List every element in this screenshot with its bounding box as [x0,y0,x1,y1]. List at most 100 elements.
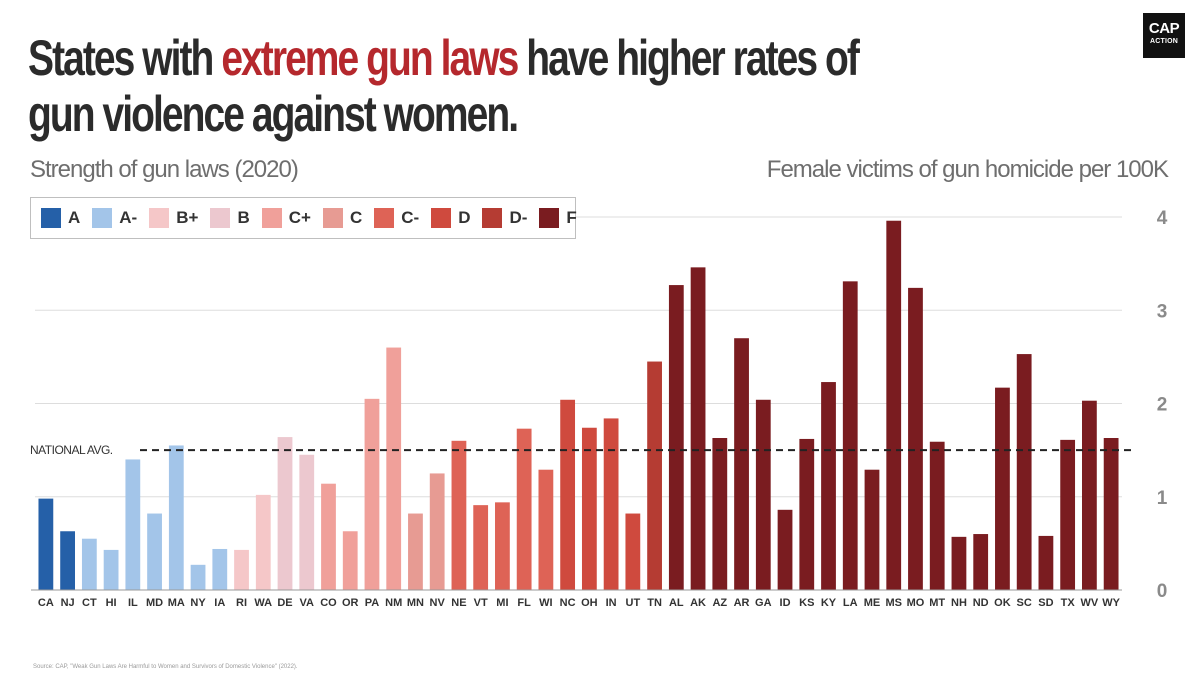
title-highlight: extreme gun laws [221,30,519,86]
legend-item: C [322,208,363,228]
legend-swatch [210,208,231,228]
bar [429,473,445,590]
bar [1060,439,1076,590]
y-tick-label: 0 [1157,581,1168,602]
legend-label: D [458,208,471,227]
x-tick-label: TN [647,597,662,609]
x-tick-label: NY [190,597,206,609]
source-note: Source: CAP, "Weak Gun Laws Are Harmful … [33,664,298,670]
x-tick-label: MI [496,597,508,609]
x-tick-label: CA [38,597,54,609]
logo-line-1: CAP [1148,20,1180,37]
legend-item: A- [92,208,137,228]
x-tick-label: KS [799,597,814,609]
bar [951,536,967,590]
bar [495,502,510,590]
y-tick-label: 2 [1157,395,1168,416]
legend-swatch [431,208,452,228]
x-tick-label: DE [277,597,292,609]
x-tick-label: MO [907,597,925,609]
legend-item: D- [482,208,527,228]
y-tick-label: 4 [1157,208,1168,229]
bar [277,437,293,590]
bar [299,454,315,590]
x-tick-label: OR [342,597,359,609]
legend-item: B [210,208,250,228]
legend-swatch [41,208,61,228]
legend-swatch [482,208,503,228]
chart-title: States with extreme gun laws have higher… [28,30,870,142]
x-tick-label: NH [951,597,967,609]
bar [103,549,119,590]
x-tick-label: NJ [61,597,75,609]
x-tick-label: MD [146,597,163,609]
bar [690,267,706,590]
bar [1038,535,1054,590]
x-tick-label: UT [626,597,641,609]
bar [712,438,728,590]
y-tick-label: 3 [1157,301,1168,322]
bar [147,513,162,590]
legend: A A- B+ B C+ C C- D D- F [30,197,577,239]
bar [516,428,532,590]
bar [864,469,880,590]
bar [1016,354,1032,590]
x-tick-label: AZ [712,597,727,609]
legend-label: B [237,208,250,227]
bar [929,441,945,590]
x-tick-label: NE [451,597,466,609]
x-tick-label: WI [539,597,552,609]
x-tick-label: CO [320,597,337,609]
x-tick-label: IA [214,597,225,609]
x-tick-label: OK [994,597,1011,609]
bar [81,538,97,590]
legend-swatch [322,208,343,228]
bar [190,564,206,590]
x-tick-label: AL [669,597,684,609]
legend-label: A- [119,208,138,227]
bar [386,347,402,590]
x-tick-label: GA [755,597,772,609]
bar [408,513,423,590]
x-tick-label: AK [690,597,706,609]
cap-action-logo: CAP ACTION [1143,13,1185,58]
bar [821,382,836,590]
y-tick-label: 1 [1157,488,1168,509]
x-tick-label: PA [365,597,380,609]
bar [342,531,358,590]
x-tick-label: MA [168,597,185,609]
x-tick-label: NC [560,597,576,609]
x-tick-label: CT [82,597,97,609]
x-tick-label: WA [254,597,272,609]
bar [755,399,771,590]
bar [995,387,1010,590]
legend-swatch [261,208,282,228]
bar [647,361,662,590]
bar [1103,438,1119,590]
bar [255,494,271,590]
x-tick-label: LA [843,597,858,609]
x-tick-label: VT [474,597,488,609]
logo-line-2: ACTION [1149,38,1179,45]
x-axis-subtitle: Strength of gun laws (2020) [30,156,299,183]
bar [168,445,184,590]
x-tick-label: IL [128,597,138,609]
bar [625,513,641,590]
title-part-2: have higher rates of gun violence agains… [28,30,860,142]
legend-swatch [539,208,560,228]
x-tick-label: SC [1017,597,1032,609]
x-tick-label: NM [385,597,402,609]
x-tick-label: IN [606,597,617,609]
x-tick-label: SD [1038,597,1053,609]
legend-label: C [349,208,363,227]
legend-swatch [149,208,170,228]
y-axis-subtitle: Female victims of gun homicide per 100K [766,156,1169,183]
bar [603,418,619,590]
x-tick-label: FL [517,597,531,609]
x-tick-label: TX [1061,597,1076,609]
x-tick-label: VA [300,597,315,609]
x-tick-label: MS [885,597,902,609]
x-tick-label: AR [734,597,750,609]
legend-item: F [539,208,577,228]
